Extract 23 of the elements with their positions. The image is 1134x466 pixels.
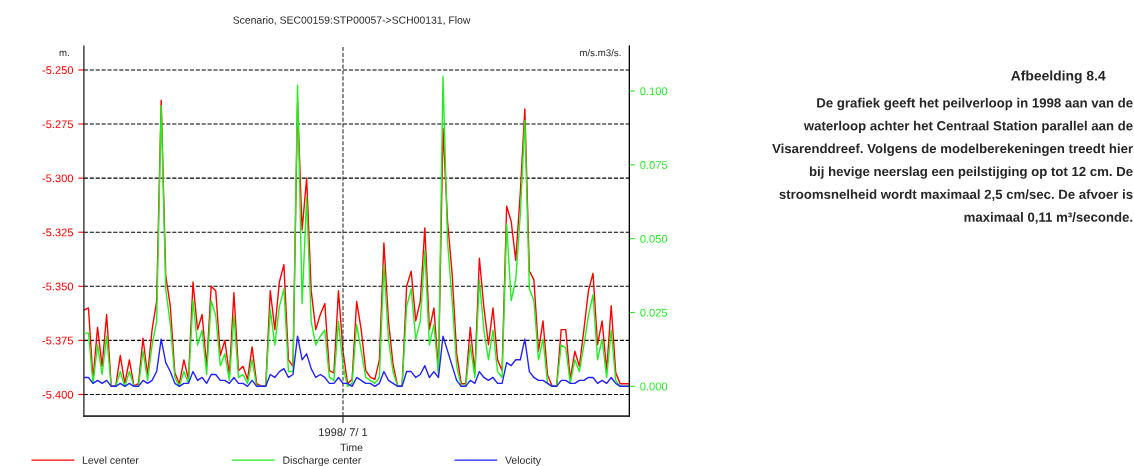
y2-tick-label: 0.025	[640, 308, 668, 317]
y-axis-title: m.	[59, 50, 69, 57]
y2-axis-title: m/s.m3/s.	[579, 49, 621, 57]
chart-title: Scenario, SEC00159:STP00057->SCH00131, Flow	[233, 16, 471, 25]
y-tick-label: -5.375	[42, 336, 74, 345]
legend-label: Level center	[82, 456, 139, 464]
x-axis-title: Time	[340, 443, 363, 452]
y2-tick-label: 0.075	[640, 161, 668, 169]
x-tick-label: 1998/ 7/ 1	[319, 427, 368, 437]
y-tick-label: -5.300	[42, 174, 74, 183]
y-tick-label: -5.325	[42, 228, 74, 237]
y-tick-label: -5.400	[42, 390, 74, 399]
y2-tick-label: 0.100	[640, 87, 668, 96]
text: Afbeelding 8.4	[1011, 70, 1106, 84]
line-series	[83, 335, 630, 388]
y-tick-label: -5.275	[42, 120, 74, 129]
y-tick-label: -5.350	[42, 282, 74, 291]
legend-label: Discharge center	[283, 456, 362, 466]
y-tick-label: -5.250	[42, 66, 74, 75]
y2-tick-label: 0.050	[640, 234, 668, 243]
legend-label: Velocity	[505, 456, 541, 466]
text: De grafiek geeft het peilverloop in 1998 aan van de waterloop achter het Centraal Station parallel aan de Visarenddreef. Volgens de modelberekeningen treedt hier bij hevige neerslag een peilstijging op tot 12 cm. De stroomsnelheid wordt maximaal 2,5 cm/sec. De afvoer is maximaal 0,11 m³/seconde.	[772, 97, 1133, 224]
y2-tick-label: 0.000	[640, 382, 668, 391]
